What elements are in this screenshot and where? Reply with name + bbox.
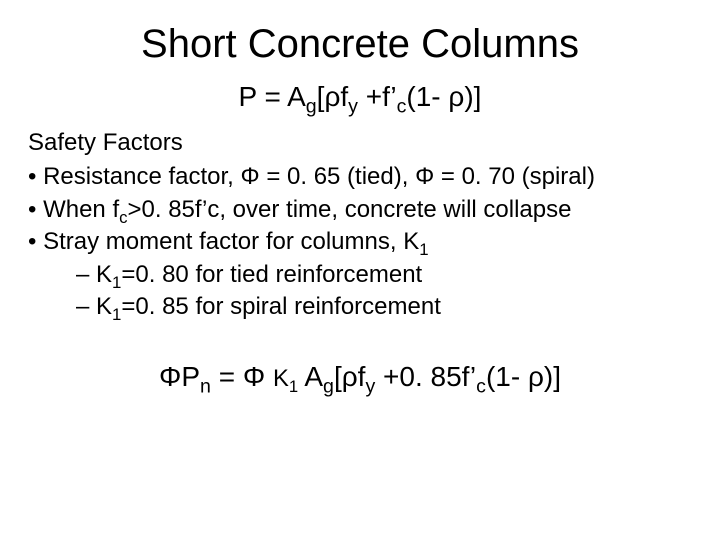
bullet-item: Resistance factor, Φ = 0. 65 (tied), Φ =… bbox=[28, 161, 692, 193]
body-content: Safety Factors Resistance factor, Φ = 0.… bbox=[28, 127, 692, 323]
safety-factors-heading: Safety Factors bbox=[28, 127, 692, 159]
bullet-item: When fc>0. 85f’c, over time, concrete wi… bbox=[28, 194, 692, 226]
bullet-item-text: Stray moment factor for columns, K1 bbox=[43, 228, 428, 255]
sub-bullet-list: K1=0. 80 for tied reinforcement K1=0. 85… bbox=[48, 259, 692, 324]
slide-title: Short Concrete Columns bbox=[28, 22, 692, 67]
formula-bottom: ΦPn = Φ K1 Ag[ρfy +0. 85f’c(1- ρ)] bbox=[28, 361, 692, 393]
slide: Short Concrete Columns P = Ag[ρfy +f’c(1… bbox=[0, 0, 720, 540]
sub-bullet-item: K1=0. 80 for tied reinforcement bbox=[76, 259, 692, 291]
bullet-item: Stray moment factor for columns, K1 K1=0… bbox=[28, 226, 692, 323]
formula-main: P = Ag[ρfy +f’c(1- ρ)] bbox=[28, 81, 692, 113]
bullet-list: Resistance factor, Φ = 0. 65 (tied), Φ =… bbox=[28, 161, 692, 323]
sub-bullet-item: K1=0. 85 for spiral reinforcement bbox=[76, 291, 692, 323]
